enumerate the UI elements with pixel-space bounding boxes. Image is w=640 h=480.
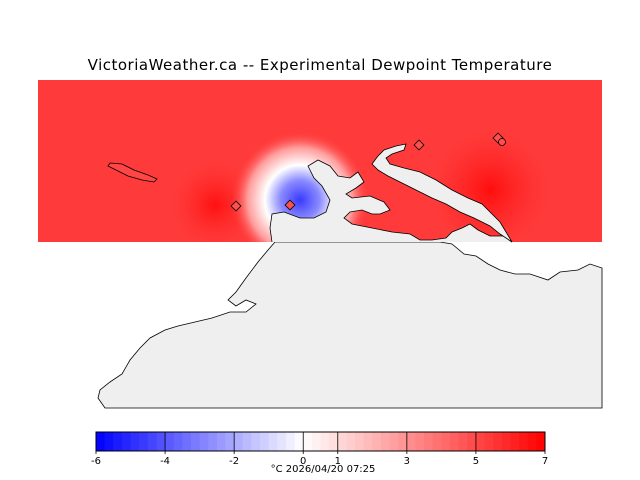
colorbar-swatch: [380, 432, 391, 451]
peninsula-coastline: [371, 143, 513, 243]
station-marker[interactable]: [230, 200, 242, 212]
colorbar-swatch: [225, 432, 235, 451]
colorbar-swatches: [96, 432, 546, 451]
colorbar-swatch: [527, 432, 537, 451]
colorbar-tick-label: 0: [300, 456, 306, 467]
colorbar-swatch: [190, 432, 201, 451]
colorbar-swatch: [165, 432, 175, 451]
colorbar-swatch: [458, 432, 468, 451]
colorbar-swatch: [501, 432, 511, 451]
station-marker[interactable]: [413, 139, 425, 151]
colorbar-swatch: [242, 432, 252, 451]
colorbar-swatch: [104, 432, 114, 451]
colorbar-swatch: [372, 432, 382, 451]
colorbar-swatch: [156, 432, 166, 451]
colorbar-swatch: [389, 432, 399, 451]
station-marker[interactable]: [498, 138, 506, 146]
colorbar-swatch: [424, 432, 434, 451]
colorbar-swatch: [268, 432, 278, 451]
colorbar-swatch: [294, 432, 304, 451]
colorbar-swatch: [121, 432, 132, 451]
colorbar-swatch: [234, 432, 244, 451]
colorbar-swatch: [303, 432, 313, 451]
colorbar-swatch: [216, 432, 227, 451]
colorbar-swatch: [208, 432, 218, 451]
colorbar-tick-label: -4: [160, 456, 170, 467]
colorbar-swatch: [277, 432, 287, 451]
colorbar-swatch: [329, 432, 339, 451]
bay-coastline: [269, 159, 513, 243]
colorbar-swatch: [510, 432, 520, 451]
colorbar-swatch: [96, 432, 106, 451]
colorbar-swatch: [346, 432, 356, 451]
colorbar-tick-label: -2: [229, 456, 239, 467]
colorbar-swatch: [415, 432, 425, 451]
colorbar-swatch: [337, 432, 347, 451]
colorbar-swatch: [484, 432, 494, 451]
colorbar-swatch: [182, 432, 192, 451]
colorbar-swatch: [113, 432, 123, 451]
colorbar-swatch: [147, 432, 157, 451]
island-outline: [107, 162, 158, 183]
colorbar-swatch: [398, 432, 408, 451]
colorbar-swatch: [363, 432, 373, 451]
colorbar-swatch: [475, 432, 486, 451]
colorbar-tick-label: 7: [542, 456, 548, 467]
colorbar-swatch: [450, 432, 460, 451]
colorbar-caption: °C 2026/04/20 07:25: [248, 464, 398, 475]
colorbar-swatch: [441, 432, 451, 451]
colorbar-swatch: [320, 432, 330, 451]
colorbar-swatch: [467, 432, 477, 451]
colorbar-swatch: [199, 432, 209, 451]
station-marker[interactable]: [284, 199, 296, 211]
colorbar-tick-label: -6: [91, 456, 101, 467]
unit-label: °C: [270, 464, 283, 475]
colorbar-swatch: [432, 432, 442, 451]
colorbar-swatch: [355, 432, 365, 451]
colorbar-swatch: [536, 432, 546, 451]
station-markers: [230, 132, 506, 212]
colorbar-swatch: [493, 432, 503, 451]
colorbar-swatch: [260, 432, 270, 451]
colorbar-swatch: [173, 432, 183, 451]
colorbar-swatch: [311, 432, 321, 451]
colorbar-ticks: -6 -4 -2 0 1 3 5 7: [91, 432, 548, 467]
colorbar-tick-label: 1: [335, 456, 341, 467]
timestamp: 2026/04/20 07:25: [285, 464, 376, 475]
coastlines: [107, 143, 513, 243]
land-mainland: [97, 241, 603, 409]
colorbar-swatch: [130, 432, 140, 451]
colorbar-swatch: [519, 432, 529, 451]
colorbar-tick-label: 3: [404, 456, 410, 467]
colorbar-swatch: [251, 432, 261, 451]
colorbar-swatch: [285, 432, 296, 451]
map-title: VictoriaWeather.ca -- Experimental Dewpo…: [87, 56, 553, 74]
colorbar-tick-label: 5: [473, 456, 479, 467]
colorbar-swatch: [406, 432, 416, 451]
colorbar-swatch: [139, 432, 149, 451]
